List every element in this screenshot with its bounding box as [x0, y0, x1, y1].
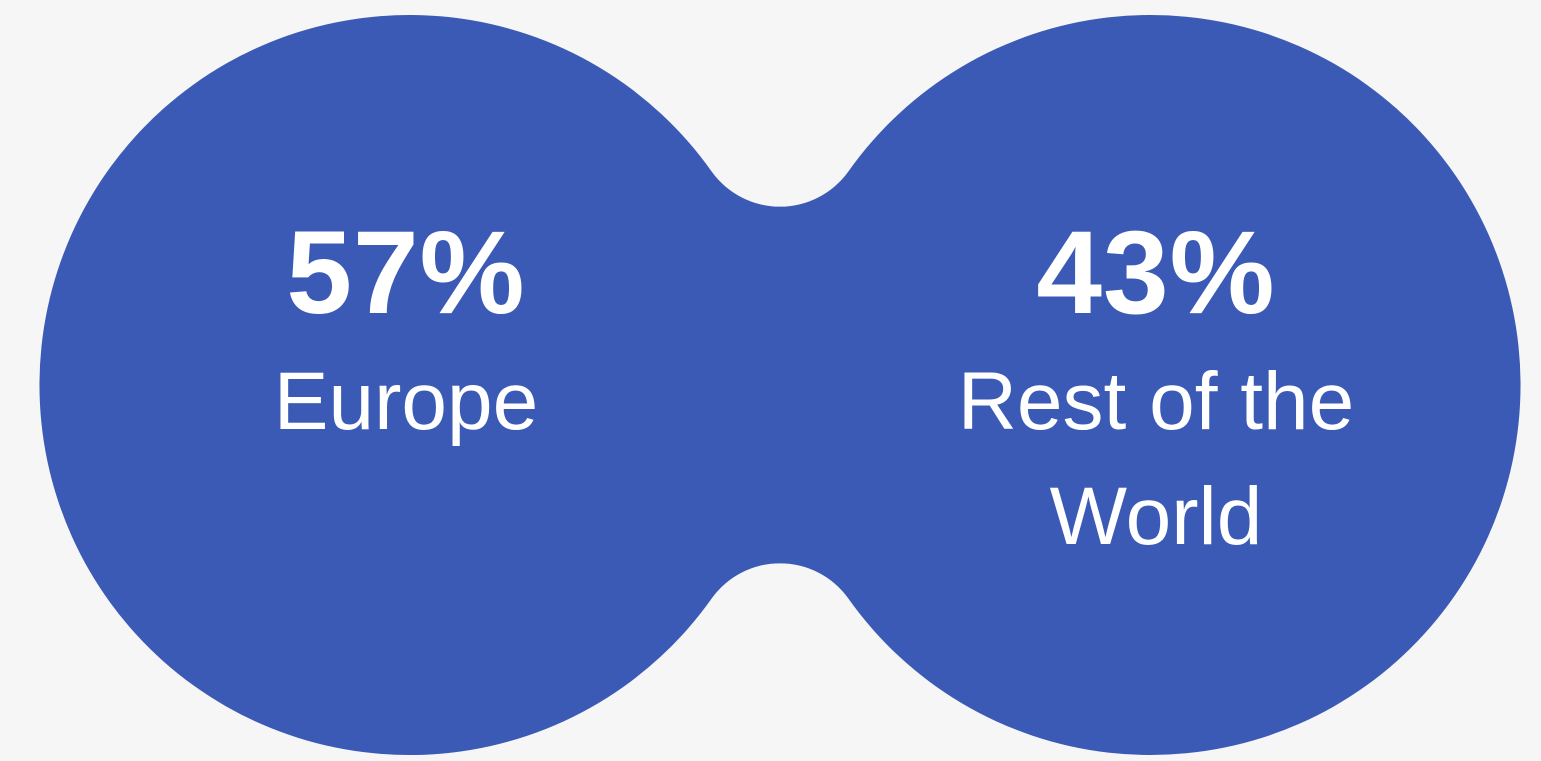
stat-value: 43%: [1036, 207, 1276, 339]
stat-rest-of-world: 43% Rest of the World: [906, 214, 1406, 574]
stat-value: 57%: [286, 207, 526, 339]
stat-label: Rest of the World: [957, 356, 1355, 562]
stat-europe: 57% Europe: [176, 214, 636, 459]
stat-label: Europe: [273, 356, 539, 447]
